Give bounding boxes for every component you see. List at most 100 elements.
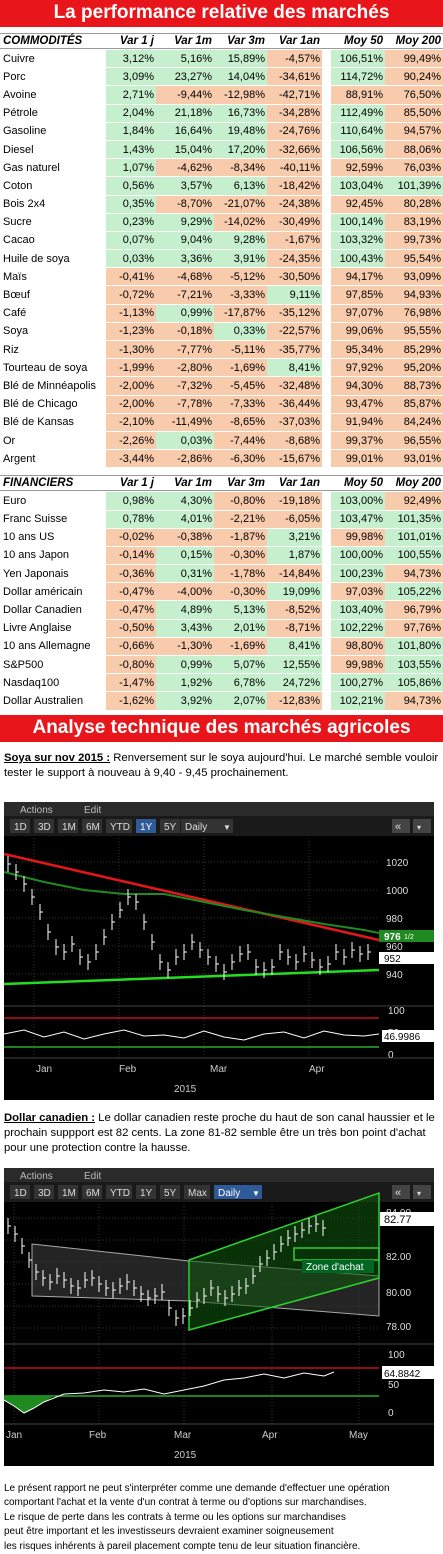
table-row: Tourteau de soya -1,99% -2,80% -1,69% 8,41% 9… — [0, 359, 443, 377]
period-button-ytd[interactable] — [106, 818, 132, 833]
table-cell: 97,76% — [385, 619, 443, 637]
period-button-max[interactable] — [184, 1184, 210, 1199]
table-cell: -8,34% — [214, 159, 267, 177]
ascending-channel — [188, 1191, 380, 1331]
chevron-down-icon: ▼ — [252, 1189, 260, 1198]
table-cell: 9,28% — [214, 231, 267, 250]
table-cell: -35,12% — [267, 304, 322, 322]
period-button-ytd[interactable] — [106, 1184, 132, 1199]
table-cell: 103,04% — [331, 177, 385, 195]
table-row: Porc 3,09% 23,27% 14,04% -34,61% 114,72% 90,24… — [0, 68, 443, 86]
row-label: Coton — [3, 179, 33, 192]
table-row: Maïs -0,41% -4,68% -5,12% -30,50% 94,17% 93,09… — [0, 268, 443, 286]
table-row: Blé de Kansas -2,10% -11,49% -8,65% -37,03% 9… — [0, 413, 443, 431]
table-cell: -6,30% — [214, 450, 267, 468]
month-label: Feb — [119, 1064, 137, 1075]
actions-menu[interactable]: Actions — [20, 805, 53, 816]
period-button-1d[interactable] — [10, 1184, 30, 1199]
table-cell: 99,49% — [385, 50, 443, 68]
period-button-6m[interactable] — [82, 818, 102, 833]
y-tick: 940 — [386, 970, 403, 981]
table-cell: 100,23% — [331, 565, 385, 583]
period-button-3d[interactable] — [34, 1184, 54, 1199]
period-button-3d[interactable] — [34, 818, 54, 833]
table-cell: -2,86% — [156, 450, 214, 468]
table-cell: 93,47% — [331, 395, 385, 413]
period-label: 5Y — [164, 822, 177, 833]
table-cell: -34,61% — [267, 68, 322, 86]
last-price: 976 — [384, 932, 401, 943]
table-cell: -2,10% — [106, 413, 156, 431]
edit-menu[interactable]: Edit — [84, 805, 101, 816]
interval-dropdown[interactable] — [181, 818, 233, 833]
chart-menu-button[interactable] — [413, 1184, 431, 1199]
commodities-table: COMMODITÉS Var 1 j Var 1m Var 3m Var 1an… — [0, 32, 443, 468]
table-row: Avoine 2,71% -9,44% -12,98% -42,71% 88,91% 76,… — [0, 86, 443, 104]
row-label: Diesel — [3, 143, 34, 156]
table-cell: -7,78% — [156, 395, 214, 413]
col-moy-200: Moy 200 — [385, 33, 443, 49]
period-button-1d[interactable] — [10, 818, 30, 833]
table-cell: 3,91% — [214, 250, 267, 268]
row-label: Yen Japonais — [3, 567, 69, 580]
table-cell: -1,62% — [106, 692, 156, 710]
row-label: Gasoline — [3, 125, 47, 138]
period-button-1m[interactable] — [58, 818, 78, 833]
y-tick: 78.00 — [386, 1322, 411, 1333]
collapse-button[interactable] — [392, 1184, 410, 1199]
double-chevron-icon: « — [395, 1187, 401, 1199]
edit-menu[interactable]: Edit — [84, 1171, 101, 1182]
table-cell: -0,02% — [106, 528, 156, 546]
financials-title: FINANCIERS — [0, 475, 106, 492]
period-button-5y[interactable] — [160, 818, 180, 833]
period-label: 5Y — [164, 1188, 177, 1199]
period-button-6m[interactable] — [82, 1184, 102, 1199]
table-cell: -8,70% — [156, 195, 214, 213]
row-label: Blé de Minnéapolis — [3, 379, 96, 392]
row-label: Or — [3, 434, 16, 447]
table-cell: -4,62% — [156, 159, 214, 177]
table-cell: 4,30% — [156, 492, 214, 510]
double-chevron-icon: « — [395, 821, 401, 833]
period-button-1y[interactable] — [136, 818, 156, 833]
table-row: Dollar américain -0,47% -4,00% -0,30% 19,09%… — [0, 583, 443, 601]
col-var-1j: Var 1 j — [106, 475, 156, 492]
table-row: Dollar Australien -1,62% 3,92% 2,07% -12,83%… — [0, 692, 443, 710]
table-cell: -0,38% — [156, 528, 214, 546]
table-cell: -30,50% — [267, 268, 322, 286]
chart-menu-button[interactable] — [413, 818, 431, 833]
table-cell: 103,00% — [331, 492, 385, 510]
period-label: 1M — [62, 1188, 76, 1199]
table-cell: -2,80% — [156, 359, 214, 377]
row-label: 10 ans Allemagne — [3, 640, 91, 653]
table-cell: 2,07% — [214, 692, 267, 710]
table-row: Yen Japonais -0,36% 0,31% -1,78% -14,84% 100,… — [0, 565, 443, 583]
month-label: Jan — [36, 1064, 52, 1075]
table-cell: 96,55% — [385, 431, 443, 450]
table-row: Euro 0,98% 4,30% -0,80% -19,18% 103,00% 92,49% — [0, 492, 443, 510]
collapse-button[interactable] — [392, 818, 410, 833]
table-cell: -8,65% — [214, 413, 267, 431]
table-cell: 9,11% — [267, 286, 322, 304]
period-button-5y[interactable] — [160, 1184, 180, 1199]
period-button-1y[interactable] — [136, 1184, 156, 1199]
col-var-3m: Var 3m — [214, 475, 267, 492]
table-cell: 0,33% — [214, 322, 267, 340]
table-cell: 8,41% — [267, 637, 322, 655]
soya-text: Renversement sur le soya aujourd'hui. Le… — [4, 751, 439, 779]
table-row: Argent -3,44% -2,86% -6,30% -15,67% 99,01% 93,… — [0, 450, 443, 468]
period-label: 6M — [86, 1188, 100, 1199]
y-tick: 82.00 — [386, 1252, 411, 1263]
actions-menu[interactable]: Actions — [20, 1171, 53, 1182]
table-cell: 0,31% — [156, 565, 214, 583]
period-button-1m[interactable] — [58, 1184, 78, 1199]
table-cell: 0,23% — [106, 213, 156, 231]
table-cell: 110,64% — [331, 122, 385, 140]
table-cell: -18,42% — [267, 177, 322, 195]
row-label: Tourteau de soya — [3, 361, 88, 374]
financials-header: FINANCIERS Var 1 j Var 1m Var 3m Var 1an… — [0, 475, 443, 492]
table-row: Cacao 0,07% 9,04% 9,28% -1,67% 103,32% 99,73% — [0, 231, 443, 250]
interval-dropdown[interactable] — [214, 1184, 262, 1199]
period-label: Max — [188, 1188, 207, 1199]
row-label: 10 ans Japon — [3, 549, 70, 562]
